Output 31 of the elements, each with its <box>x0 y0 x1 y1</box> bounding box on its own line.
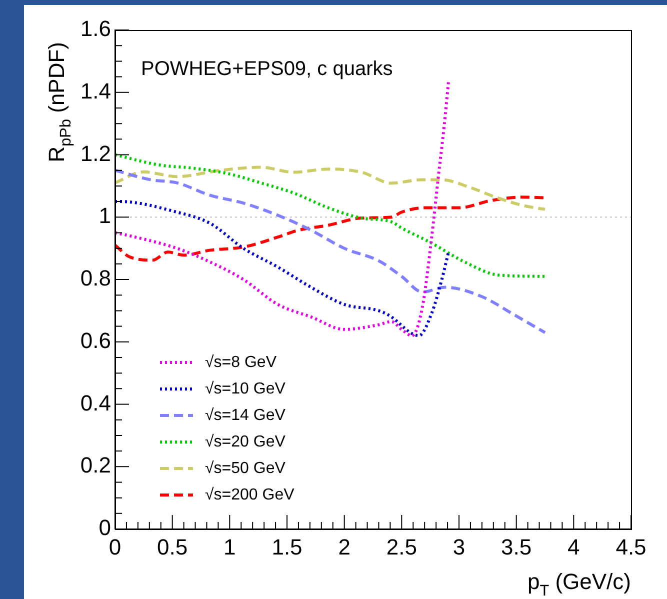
y-tick-label: 1.4 <box>80 78 111 104</box>
y-tick-label: 1.2 <box>80 140 111 166</box>
x-tick-label: 3 <box>452 534 466 560</box>
legend-label: √s=20 GeV <box>205 433 286 450</box>
x-tick-label: 0.5 <box>157 534 188 560</box>
line-series <box>115 196 546 262</box>
legend-label: √s=200 GeV <box>205 486 295 504</box>
legend-label: √s=14 GeV <box>205 406 286 424</box>
line-series <box>115 200 450 338</box>
y-axis-title: RpPb (nPDF) <box>44 42 75 162</box>
annotation: POWHEG+EPS09, c quarks <box>141 58 393 80</box>
y-tick-label: 0.6 <box>80 328 111 353</box>
x-tick-label: 4 <box>568 534 580 560</box>
x-tick-label: 1.5 <box>272 534 302 560</box>
x-tick-label: 3.5 <box>501 534 532 560</box>
line-series <box>115 168 546 334</box>
y-tick-label: 0.2 <box>80 452 111 478</box>
y-tick-label: 0 <box>98 515 111 540</box>
x-tick-label: 2.5 <box>386 534 417 560</box>
y-tick-label: 0.8 <box>80 266 111 291</box>
x-tick-label: 4.5 <box>616 534 646 560</box>
legend-label: √s=8 GeV <box>205 354 277 371</box>
x-tick-label: 1 <box>224 534 236 560</box>
y-tick-label: 1 <box>98 203 111 228</box>
line-series <box>115 166 546 211</box>
legend-label: √s=10 GeV <box>205 380 286 398</box>
x-tick-label: 2 <box>338 534 350 560</box>
legend-label: √s=50 GeV <box>205 460 286 477</box>
y-tick-label: 1.6 <box>80 16 111 42</box>
line-series <box>115 153 546 278</box>
y-tick-label: 0.4 <box>80 390 111 416</box>
